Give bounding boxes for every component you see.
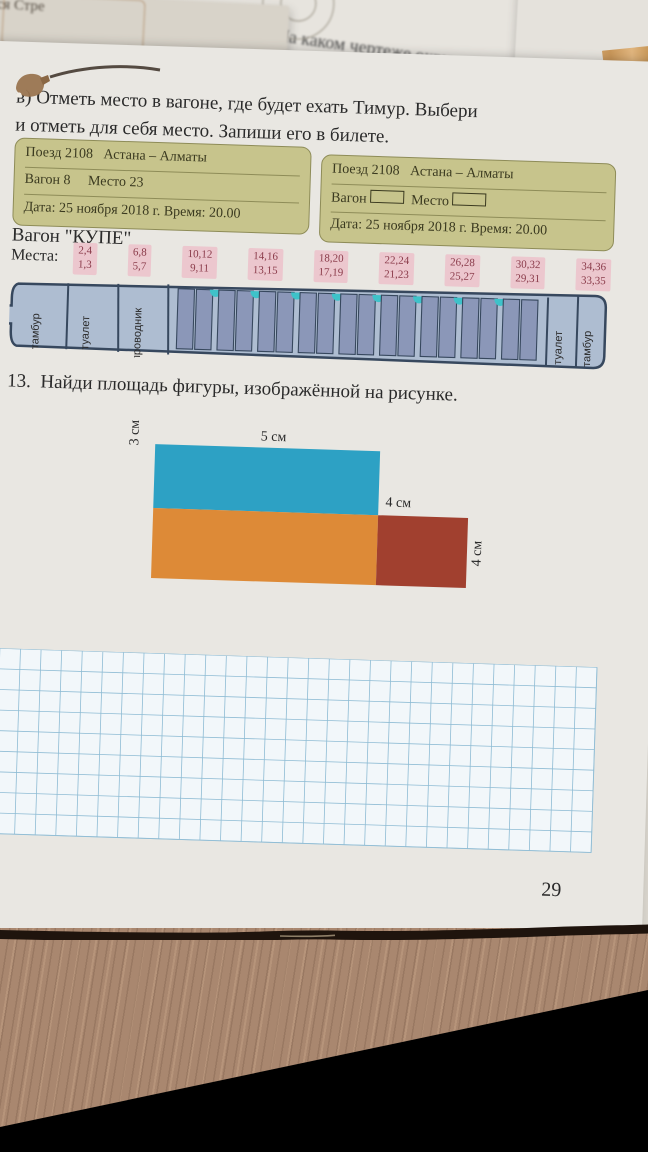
svg-text:тамбур: тамбур [581,331,594,367]
svg-text:тамбур: тамбур [29,313,42,349]
svg-text:туалет: туалет [79,316,92,350]
svg-text:туалет: туалет [552,331,565,365]
svg-text:проводник: проводник [131,307,145,361]
